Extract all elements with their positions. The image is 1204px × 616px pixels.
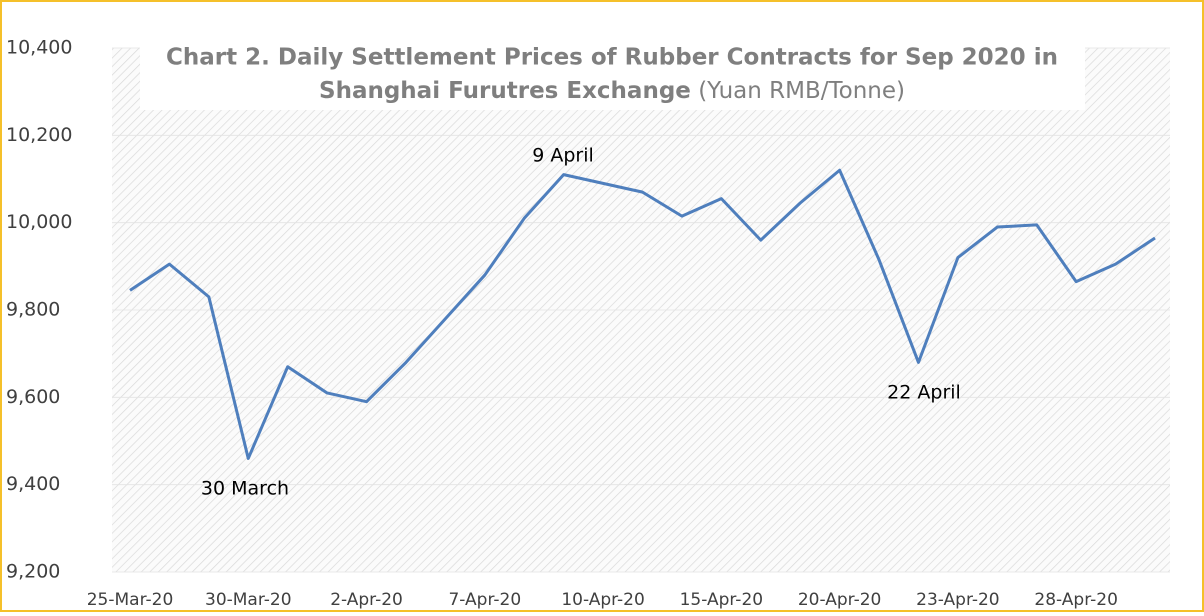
chart-title: Shanghai Furutres Exchange: [319, 78, 691, 104]
x-tick-label: 28-Apr-20: [1034, 590, 1117, 610]
y-tick-label: 10,000: [6, 211, 72, 233]
unit: (Yuan RMB/Tonne): [698, 78, 905, 104]
y-tick-label: 9,600: [6, 386, 60, 408]
y-tick-label: 9,800: [6, 299, 60, 321]
y-tick-label: 9,400: [6, 473, 60, 495]
annotation: 9 April: [532, 145, 594, 167]
chart-title: Chart 2. Daily Settlement Prices of Rubb…: [166, 45, 1058, 71]
x-tick-label: 10-Apr-20: [561, 590, 644, 610]
annotation: 30 March: [201, 478, 289, 500]
line-series: [129, 168, 1156, 460]
x-tick-label: 7-Apr-20: [448, 590, 521, 610]
x-tick-label: 23-Apr-20: [916, 590, 999, 610]
y-tick-label: 10,400: [6, 37, 72, 59]
x-tick-label: 2-Apr-20: [330, 590, 403, 610]
y-tick-label: 9,200: [6, 561, 60, 583]
x-tick-label: 30-Mar-20: [205, 590, 292, 610]
x-tick-label: 15-Apr-20: [680, 590, 763, 610]
x-tick-label: 20-Apr-20: [798, 590, 881, 610]
y-tick-label: 10,200: [6, 124, 72, 146]
x-tick-label: 25-Mar-20: [87, 590, 174, 610]
annotation: 22 April: [887, 382, 961, 404]
title-box: [140, 38, 1085, 110]
chart-title: Shanghai Furutres Exchange (Yuan RMB/Ton…: [319, 78, 905, 104]
